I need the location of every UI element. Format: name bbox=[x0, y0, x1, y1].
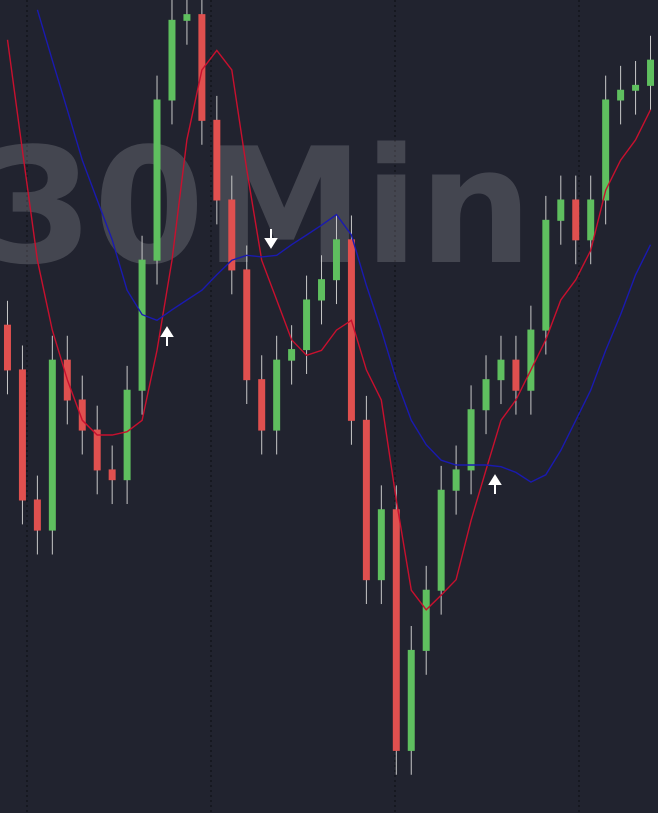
watermark: 30Min bbox=[0, 113, 533, 300]
candle-body bbox=[78, 399, 86, 431]
candle-body bbox=[318, 279, 326, 301]
candle-body bbox=[632, 84, 640, 91]
candle-body bbox=[437, 489, 445, 591]
moving-average-line bbox=[6, 39, 652, 611]
candle-body bbox=[183, 14, 191, 21]
candle-body bbox=[273, 359, 281, 431]
plot bbox=[3, 0, 655, 775]
candle-body bbox=[33, 499, 41, 531]
candle-body bbox=[422, 589, 430, 651]
candle-body bbox=[647, 59, 655, 86]
candle-body bbox=[497, 359, 505, 381]
candle-body bbox=[3, 324, 11, 371]
candle-body bbox=[168, 19, 176, 101]
candle-body bbox=[362, 419, 370, 581]
candle-body bbox=[617, 89, 625, 101]
candle-body bbox=[153, 99, 161, 261]
signals bbox=[160, 229, 502, 494]
candle-body bbox=[392, 509, 400, 751]
sell-arrow bbox=[264, 229, 278, 249]
buy-arrow bbox=[160, 326, 174, 346]
candle-body bbox=[213, 119, 221, 201]
candle-body bbox=[288, 349, 296, 361]
moving-average-line bbox=[36, 9, 652, 483]
candle-body bbox=[467, 409, 475, 471]
candle-body bbox=[93, 429, 101, 471]
candle-body bbox=[18, 369, 26, 501]
candle-body bbox=[527, 329, 535, 391]
candle-body bbox=[482, 379, 490, 411]
candle-body bbox=[602, 99, 610, 201]
candle-body bbox=[108, 469, 116, 481]
candle-body bbox=[243, 269, 251, 381]
candle-body bbox=[48, 359, 56, 531]
candle-body bbox=[512, 359, 520, 391]
candle-body bbox=[542, 219, 550, 331]
candle-body bbox=[347, 239, 355, 421]
buy-arrow bbox=[488, 474, 502, 494]
candle-body bbox=[407, 649, 415, 751]
candle-body bbox=[332, 239, 340, 281]
candle-body bbox=[123, 389, 131, 481]
candle-body bbox=[452, 469, 460, 491]
candle-body bbox=[258, 379, 266, 431]
candle-body bbox=[303, 299, 311, 351]
candle-body bbox=[377, 509, 385, 581]
candle-body bbox=[572, 199, 580, 241]
candle-body bbox=[198, 14, 206, 121]
candle-body bbox=[557, 199, 565, 221]
candle-body bbox=[228, 199, 236, 271]
candle-body bbox=[587, 199, 595, 241]
candle-body bbox=[138, 259, 146, 391]
